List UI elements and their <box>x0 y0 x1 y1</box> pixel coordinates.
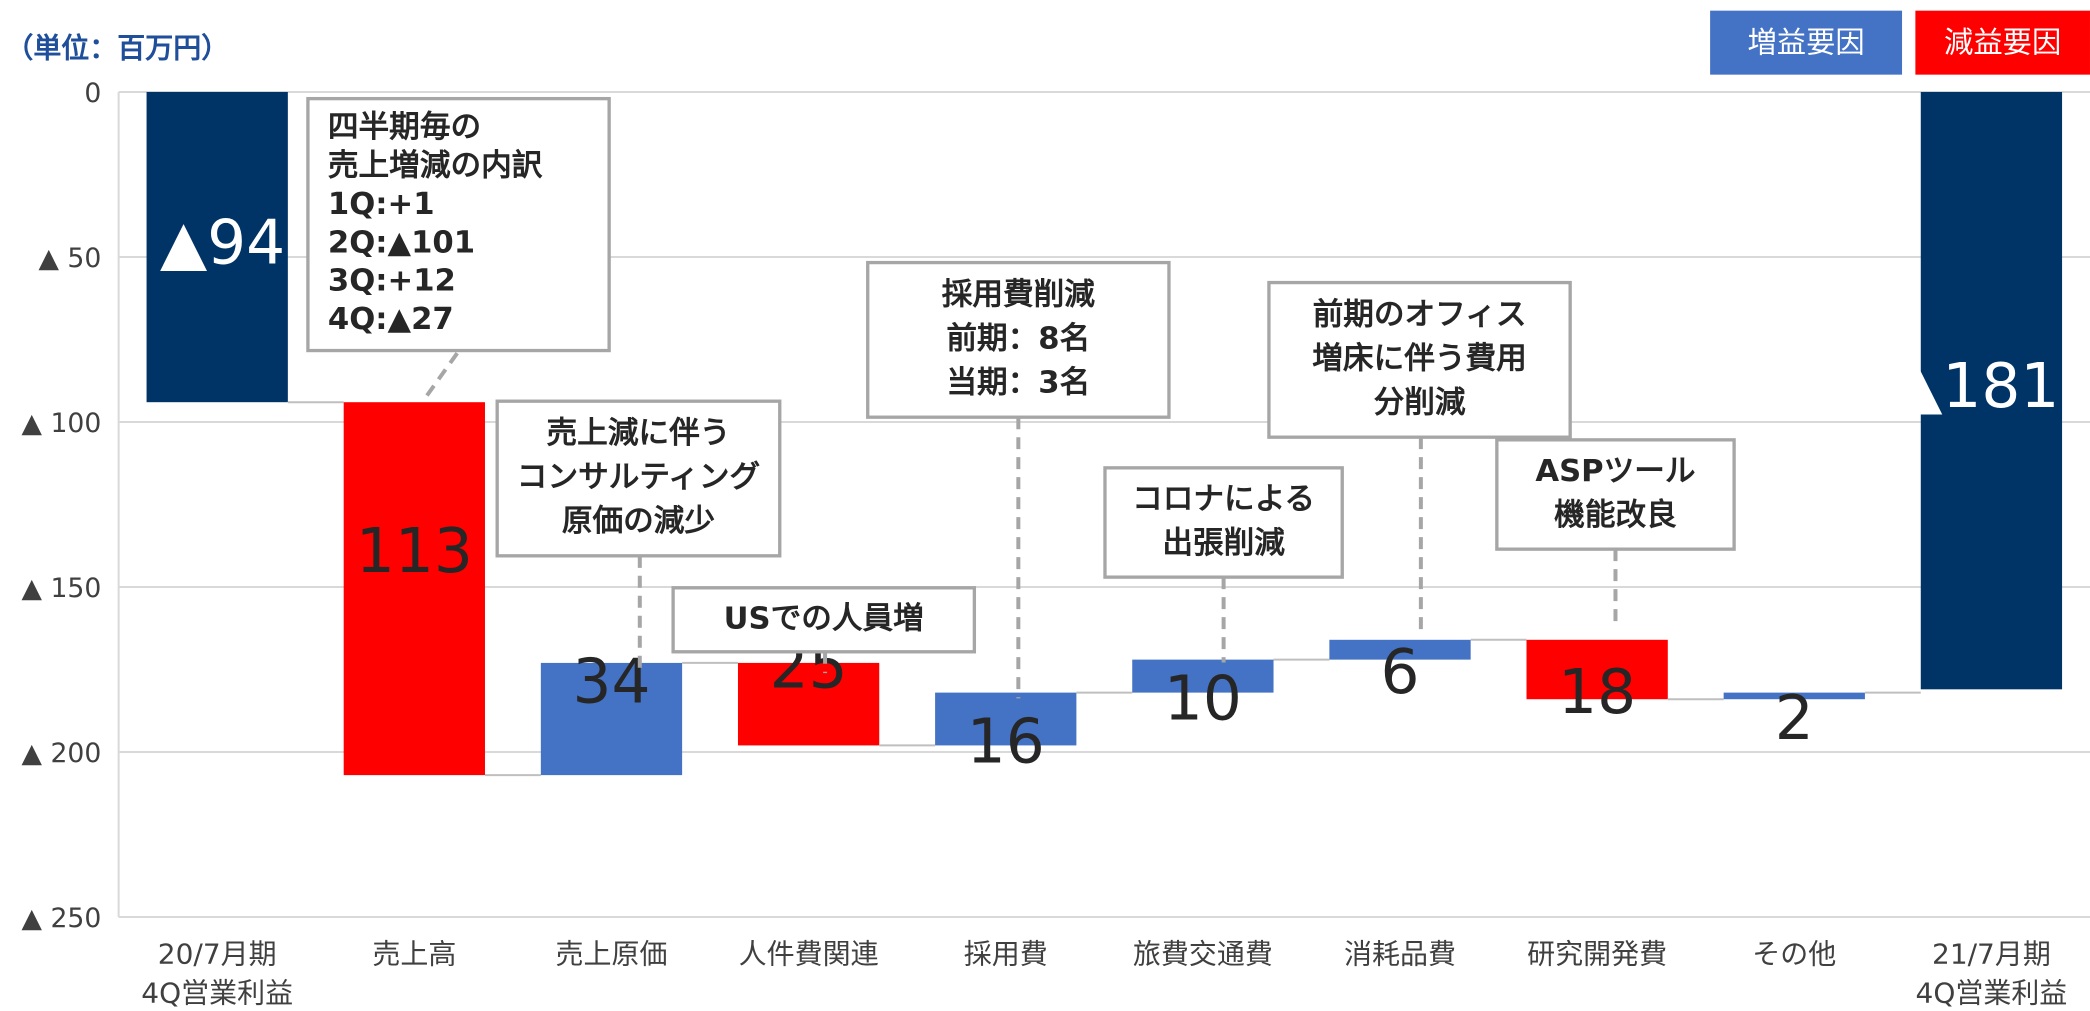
legend-label: 減益要因 <box>1944 25 2061 59</box>
bar <box>935 692 1077 746</box>
x-tick-label: 旅費交通費 <box>1133 938 1273 971</box>
legend-label: 増益要因 <box>1747 25 1864 59</box>
bar <box>146 91 288 403</box>
x-tick-label: 20/7月期 4Q営業利益 <box>141 938 293 1010</box>
annotation-text: 出張削減 <box>1162 526 1285 561</box>
y-tick-label: ▲ 200 <box>21 738 101 769</box>
value-label: 34 <box>572 646 650 717</box>
annotation-text: 増床に伴う費用 <box>1312 341 1526 376</box>
annotation-text: 売上増減の内訳 <box>328 149 543 184</box>
annotation-text: 前期：8名 <box>946 321 1090 356</box>
annotation-text: 原価の減少 <box>562 504 715 539</box>
annotation-text: 分削減 <box>1374 385 1466 420</box>
annotation-text: 売上減に伴う <box>547 416 731 451</box>
bar <box>343 402 485 776</box>
bar <box>1920 91 2063 690</box>
annotation-box <box>1103 466 1344 579</box>
bar <box>540 662 683 776</box>
annotation-box <box>1495 438 1736 551</box>
y-tick-label: 0 <box>84 78 101 109</box>
annotation-text: 前期のオフィス <box>1313 297 1527 332</box>
annotation-box <box>1267 280 1572 439</box>
annotation-text: コンサルティング <box>517 460 761 495</box>
value-label: 18 <box>1558 657 1636 728</box>
annotation-text: USでの人員増 <box>724 601 924 636</box>
x-tick-label: 売上高 <box>372 938 456 971</box>
y-tick-label: ▲ 50 <box>38 243 101 274</box>
annotation-box <box>495 399 782 558</box>
value-label: 113 <box>356 516 473 587</box>
y-tick-label: ▲ 250 <box>21 903 101 934</box>
value-label: ▲94 <box>160 208 285 279</box>
x-tick-label: 人件費関連 <box>739 938 879 971</box>
annotation-text: コロナによる <box>1132 482 1315 517</box>
x-tick-label: 消耗品費 <box>1344 938 1456 971</box>
annotation-box <box>306 96 611 353</box>
x-tick-label: その他 <box>1752 938 1836 971</box>
value-label: 10 <box>1164 663 1242 734</box>
bar <box>1526 639 1668 700</box>
y-tick-label: ▲ 100 <box>21 408 101 439</box>
x-tick-label: 採用費 <box>964 938 1048 971</box>
legend-swatch <box>1915 10 2090 75</box>
annotation-text: 2Q:▲101 <box>328 225 475 260</box>
bar <box>1723 692 1865 700</box>
value-label: ▲181 <box>1895 351 2059 422</box>
annotation-text: ASPツール <box>1535 454 1695 489</box>
x-tick-label: 21/7月期 4Q営業利益 <box>1916 938 2068 1010</box>
value-label: 6 <box>1381 637 1420 708</box>
annotation-text: 四半期毎の <box>328 110 481 145</box>
unit-label: （単位：百万円） <box>5 31 229 64</box>
annotation-text: 4Q:▲27 <box>328 302 454 337</box>
value-label: 2 <box>1775 683 1814 754</box>
annotation-text: 採用費削減 <box>942 277 1096 312</box>
annotation-text: 1Q:+1 <box>328 187 435 222</box>
x-tick-label: 売上原価 <box>556 938 668 971</box>
y-tick-label: ▲ 150 <box>21 573 101 604</box>
x-tick-label: 研究開発費 <box>1527 938 1667 971</box>
annotation-text: 当期：3名 <box>946 365 1090 400</box>
annotation-leader <box>422 352 459 402</box>
bar <box>737 662 880 746</box>
bar <box>1132 659 1274 693</box>
annotation-text: 3Q:+12 <box>328 264 456 299</box>
legend-swatch <box>1710 10 1903 75</box>
bar <box>1329 639 1471 660</box>
annotation-text: 機能改良 <box>1554 497 1677 533</box>
annotation-box <box>866 260 1171 419</box>
annotation-box <box>671 586 977 654</box>
value-label: 16 <box>967 706 1045 777</box>
